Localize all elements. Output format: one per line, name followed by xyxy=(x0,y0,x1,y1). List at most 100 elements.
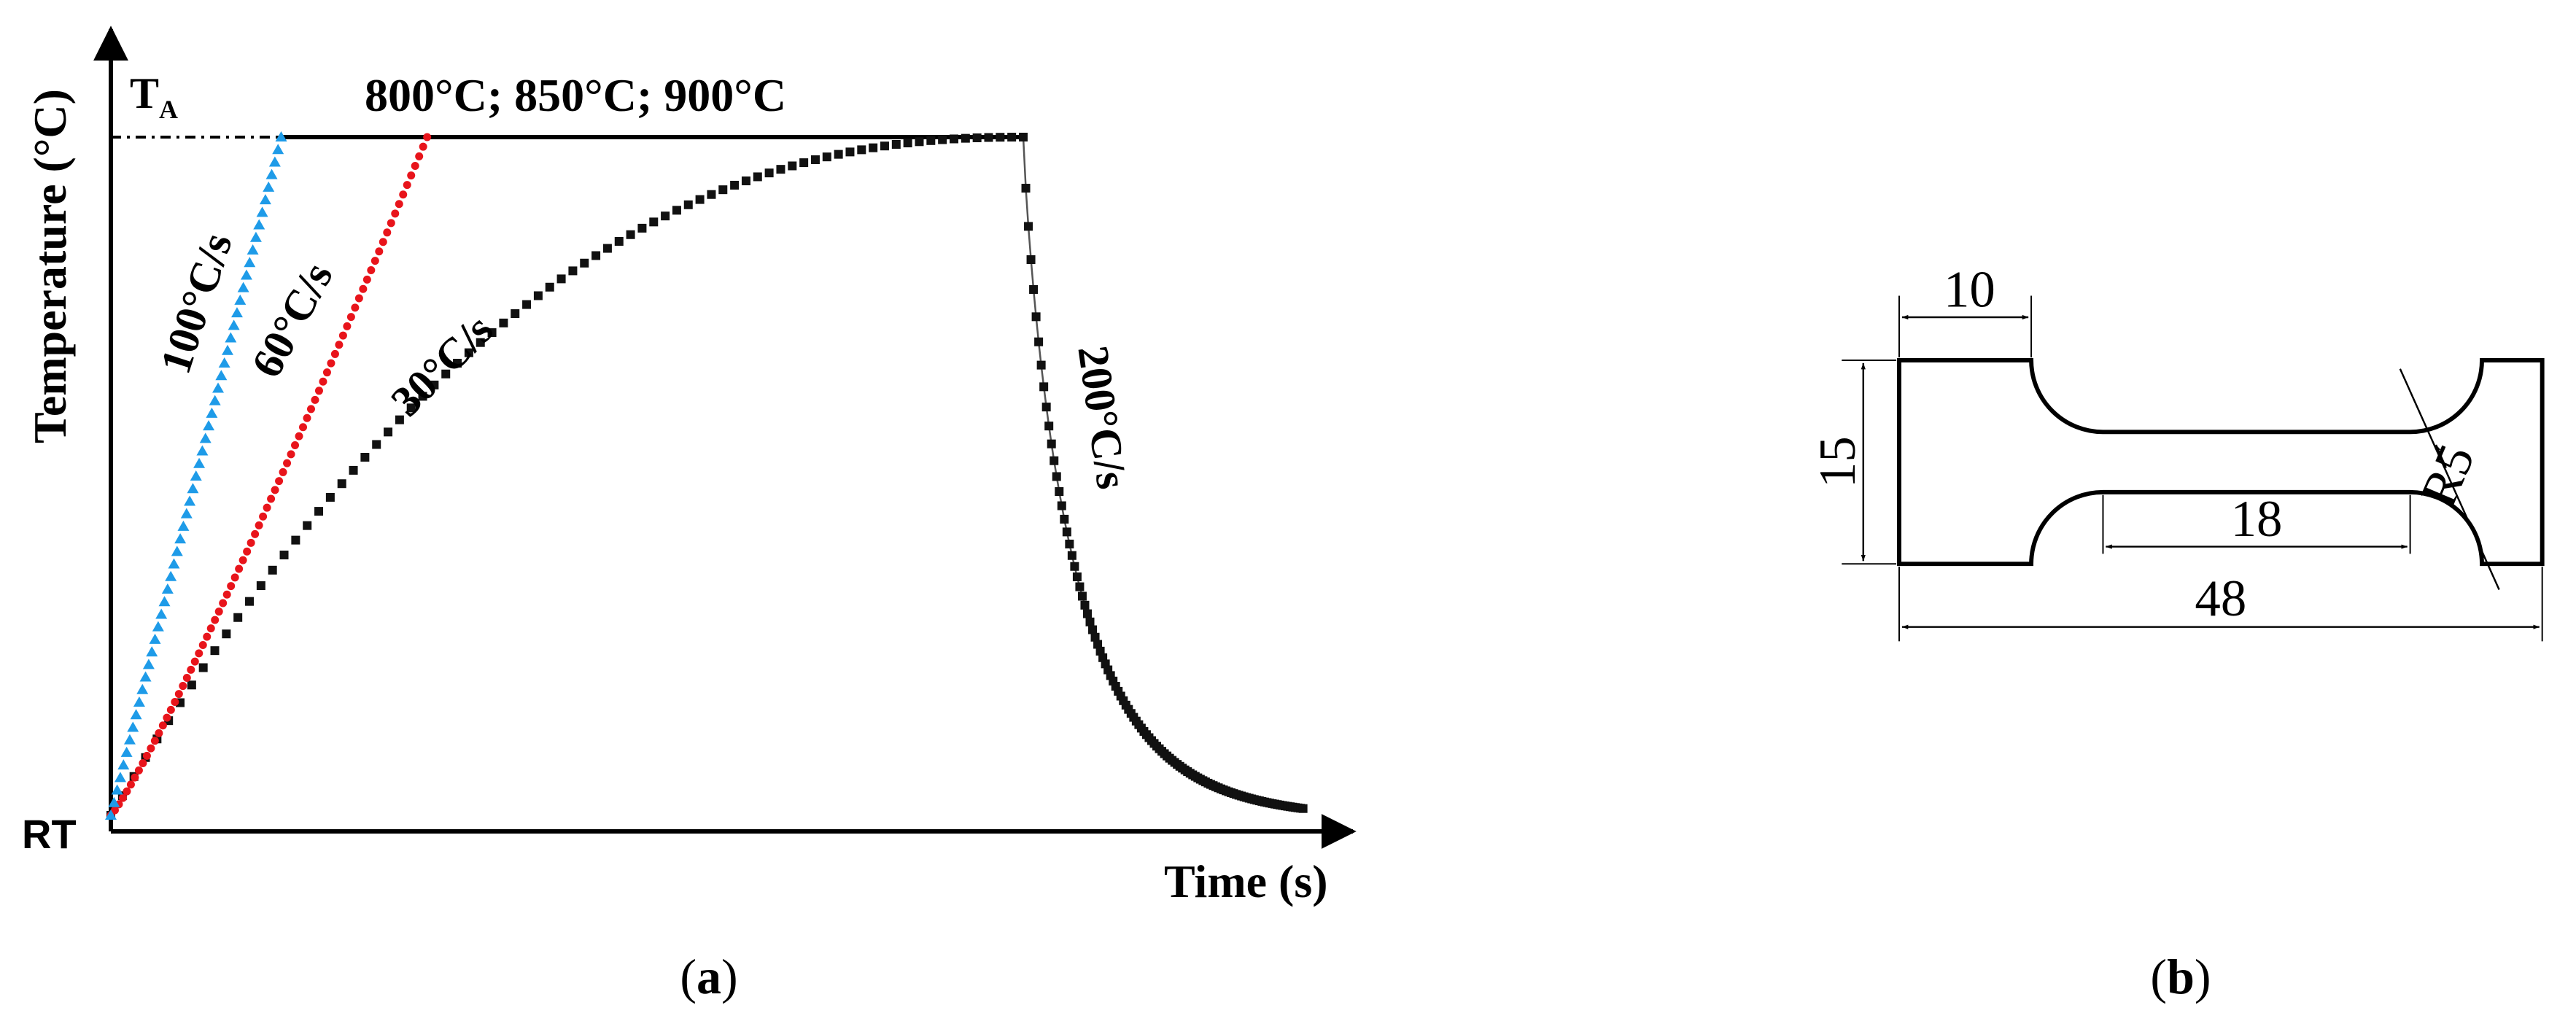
data-point-60-21 xyxy=(190,657,199,666)
data-point-100-34 xyxy=(212,382,225,393)
data-point-100-42 xyxy=(237,282,249,292)
data-point-60-37 xyxy=(255,521,263,529)
data-point-30-16 xyxy=(291,535,300,545)
data-point-30-55 xyxy=(741,176,750,186)
data-point-60-59 xyxy=(343,322,352,330)
data-point-60-6 xyxy=(131,773,139,782)
data-point-30-66 xyxy=(869,143,878,152)
data-point-100-46 xyxy=(249,231,262,242)
data-point-200-17 xyxy=(1062,527,1071,537)
data-point-60-8 xyxy=(139,758,147,767)
data-point-30-17 xyxy=(303,521,312,530)
data-point-30-56 xyxy=(753,172,762,182)
data-point-30-69 xyxy=(903,139,912,148)
data-point-200-18 xyxy=(1065,539,1074,548)
data-point-60-43 xyxy=(279,467,287,476)
data-point-30-78 xyxy=(1007,133,1017,142)
data-point-100-39 xyxy=(228,319,240,330)
data-point-100-5 xyxy=(120,746,133,757)
cooling-guide-line xyxy=(1022,136,1303,810)
data-point-60-70 xyxy=(387,219,395,228)
label-30: 30°C/s xyxy=(381,305,502,425)
data-point-60-50 xyxy=(306,405,315,414)
data-point-100-30 xyxy=(199,432,212,443)
data-point-30-63 xyxy=(834,150,843,159)
data-point-30-29 xyxy=(441,369,451,378)
data-point-30-72 xyxy=(938,135,947,144)
data-point-30-43 xyxy=(602,244,612,253)
data-point-200-14 xyxy=(1055,487,1064,497)
panel-a-chart: Temperature (°C) Time (s) RT TA 800°C; 8… xyxy=(22,26,1357,1004)
data-point-60-12 xyxy=(155,729,163,737)
data-point-30-15 xyxy=(279,550,289,559)
data-point-100-15 xyxy=(152,621,164,632)
data-point-30-62 xyxy=(822,152,831,162)
data-point-60-41 xyxy=(271,486,279,494)
data-point-30-50 xyxy=(683,200,693,209)
chart-title: 800°C; 850°C; 900°C xyxy=(365,69,786,121)
data-point-200-23 xyxy=(1077,591,1087,601)
data-point-100-14 xyxy=(149,633,161,644)
data-point-60-44 xyxy=(283,459,292,467)
data-point-30-13 xyxy=(256,581,265,591)
data-point-60-31 xyxy=(230,573,239,582)
data-point-60-72 xyxy=(395,200,403,209)
data-point-30-27 xyxy=(418,392,427,401)
data-point-60-42 xyxy=(275,477,284,486)
data-point-30-39 xyxy=(556,274,566,284)
data-point-100-13 xyxy=(146,646,158,657)
data-point-30-60 xyxy=(799,158,809,168)
data-point-30-22 xyxy=(360,452,370,462)
data-point-100-54 xyxy=(275,131,287,141)
data-point-30-11 xyxy=(233,613,243,622)
data-point-60-55 xyxy=(327,359,335,368)
data-point-30-26 xyxy=(406,403,416,413)
label-100: 100°C/s xyxy=(151,228,241,379)
data-point-60-14 xyxy=(163,713,171,722)
data-point-200-2 xyxy=(1024,222,1033,231)
data-point-100-11 xyxy=(139,671,152,682)
data-point-60-4 xyxy=(123,787,131,796)
data-point-60-36 xyxy=(251,529,260,538)
data-point-60-74 xyxy=(403,181,411,190)
data-point-30-28 xyxy=(430,380,439,389)
data-point-60-25 xyxy=(206,624,215,633)
data-point-200-26 xyxy=(1085,617,1095,626)
data-point-100-3 xyxy=(114,772,126,783)
series-200-markers xyxy=(1019,133,1308,813)
data-point-60-54 xyxy=(322,368,331,377)
data-point-100-28 xyxy=(193,457,206,468)
data-point-200-1 xyxy=(1021,184,1031,193)
data-point-30-44 xyxy=(614,236,624,246)
data-point-100-49 xyxy=(259,194,271,205)
data-point-100-53 xyxy=(272,144,284,155)
data-point-200-0 xyxy=(1019,133,1028,141)
panel-a-letter: a xyxy=(697,949,721,1004)
data-point-60-56 xyxy=(330,349,339,358)
panel-b-open-paren: ( xyxy=(2150,949,2167,1004)
data-point-100-20 xyxy=(168,558,180,569)
data-point-60-27 xyxy=(214,607,223,616)
data-point-30-73 xyxy=(949,134,958,144)
data-point-30-7 xyxy=(187,680,196,690)
data-point-30-47 xyxy=(649,217,659,227)
data-point-30-25 xyxy=(395,415,404,424)
data-point-200-6 xyxy=(1034,337,1044,346)
data-point-60-3 xyxy=(118,793,127,802)
data-point-60-23 xyxy=(198,641,207,650)
data-point-60-13 xyxy=(158,721,167,730)
data-point-100-17 xyxy=(158,596,171,607)
panel-b-specimen-drawing: 10 15 18 48 R5 xyxy=(1809,261,2545,642)
data-point-60-10 xyxy=(147,744,155,753)
data-point-30-71 xyxy=(926,136,936,145)
data-point-100-40 xyxy=(230,307,243,318)
data-point-30-54 xyxy=(730,180,740,190)
panel-a-label: (a) xyxy=(680,949,737,1004)
data-point-30-21 xyxy=(349,465,358,475)
data-point-60-39 xyxy=(263,503,271,512)
data-point-100-35 xyxy=(215,370,228,381)
data-point-30-37 xyxy=(533,291,543,300)
dim-label-48: 48 xyxy=(2195,570,2246,627)
data-point-60-24 xyxy=(203,632,212,641)
data-point-100-45 xyxy=(247,244,259,255)
